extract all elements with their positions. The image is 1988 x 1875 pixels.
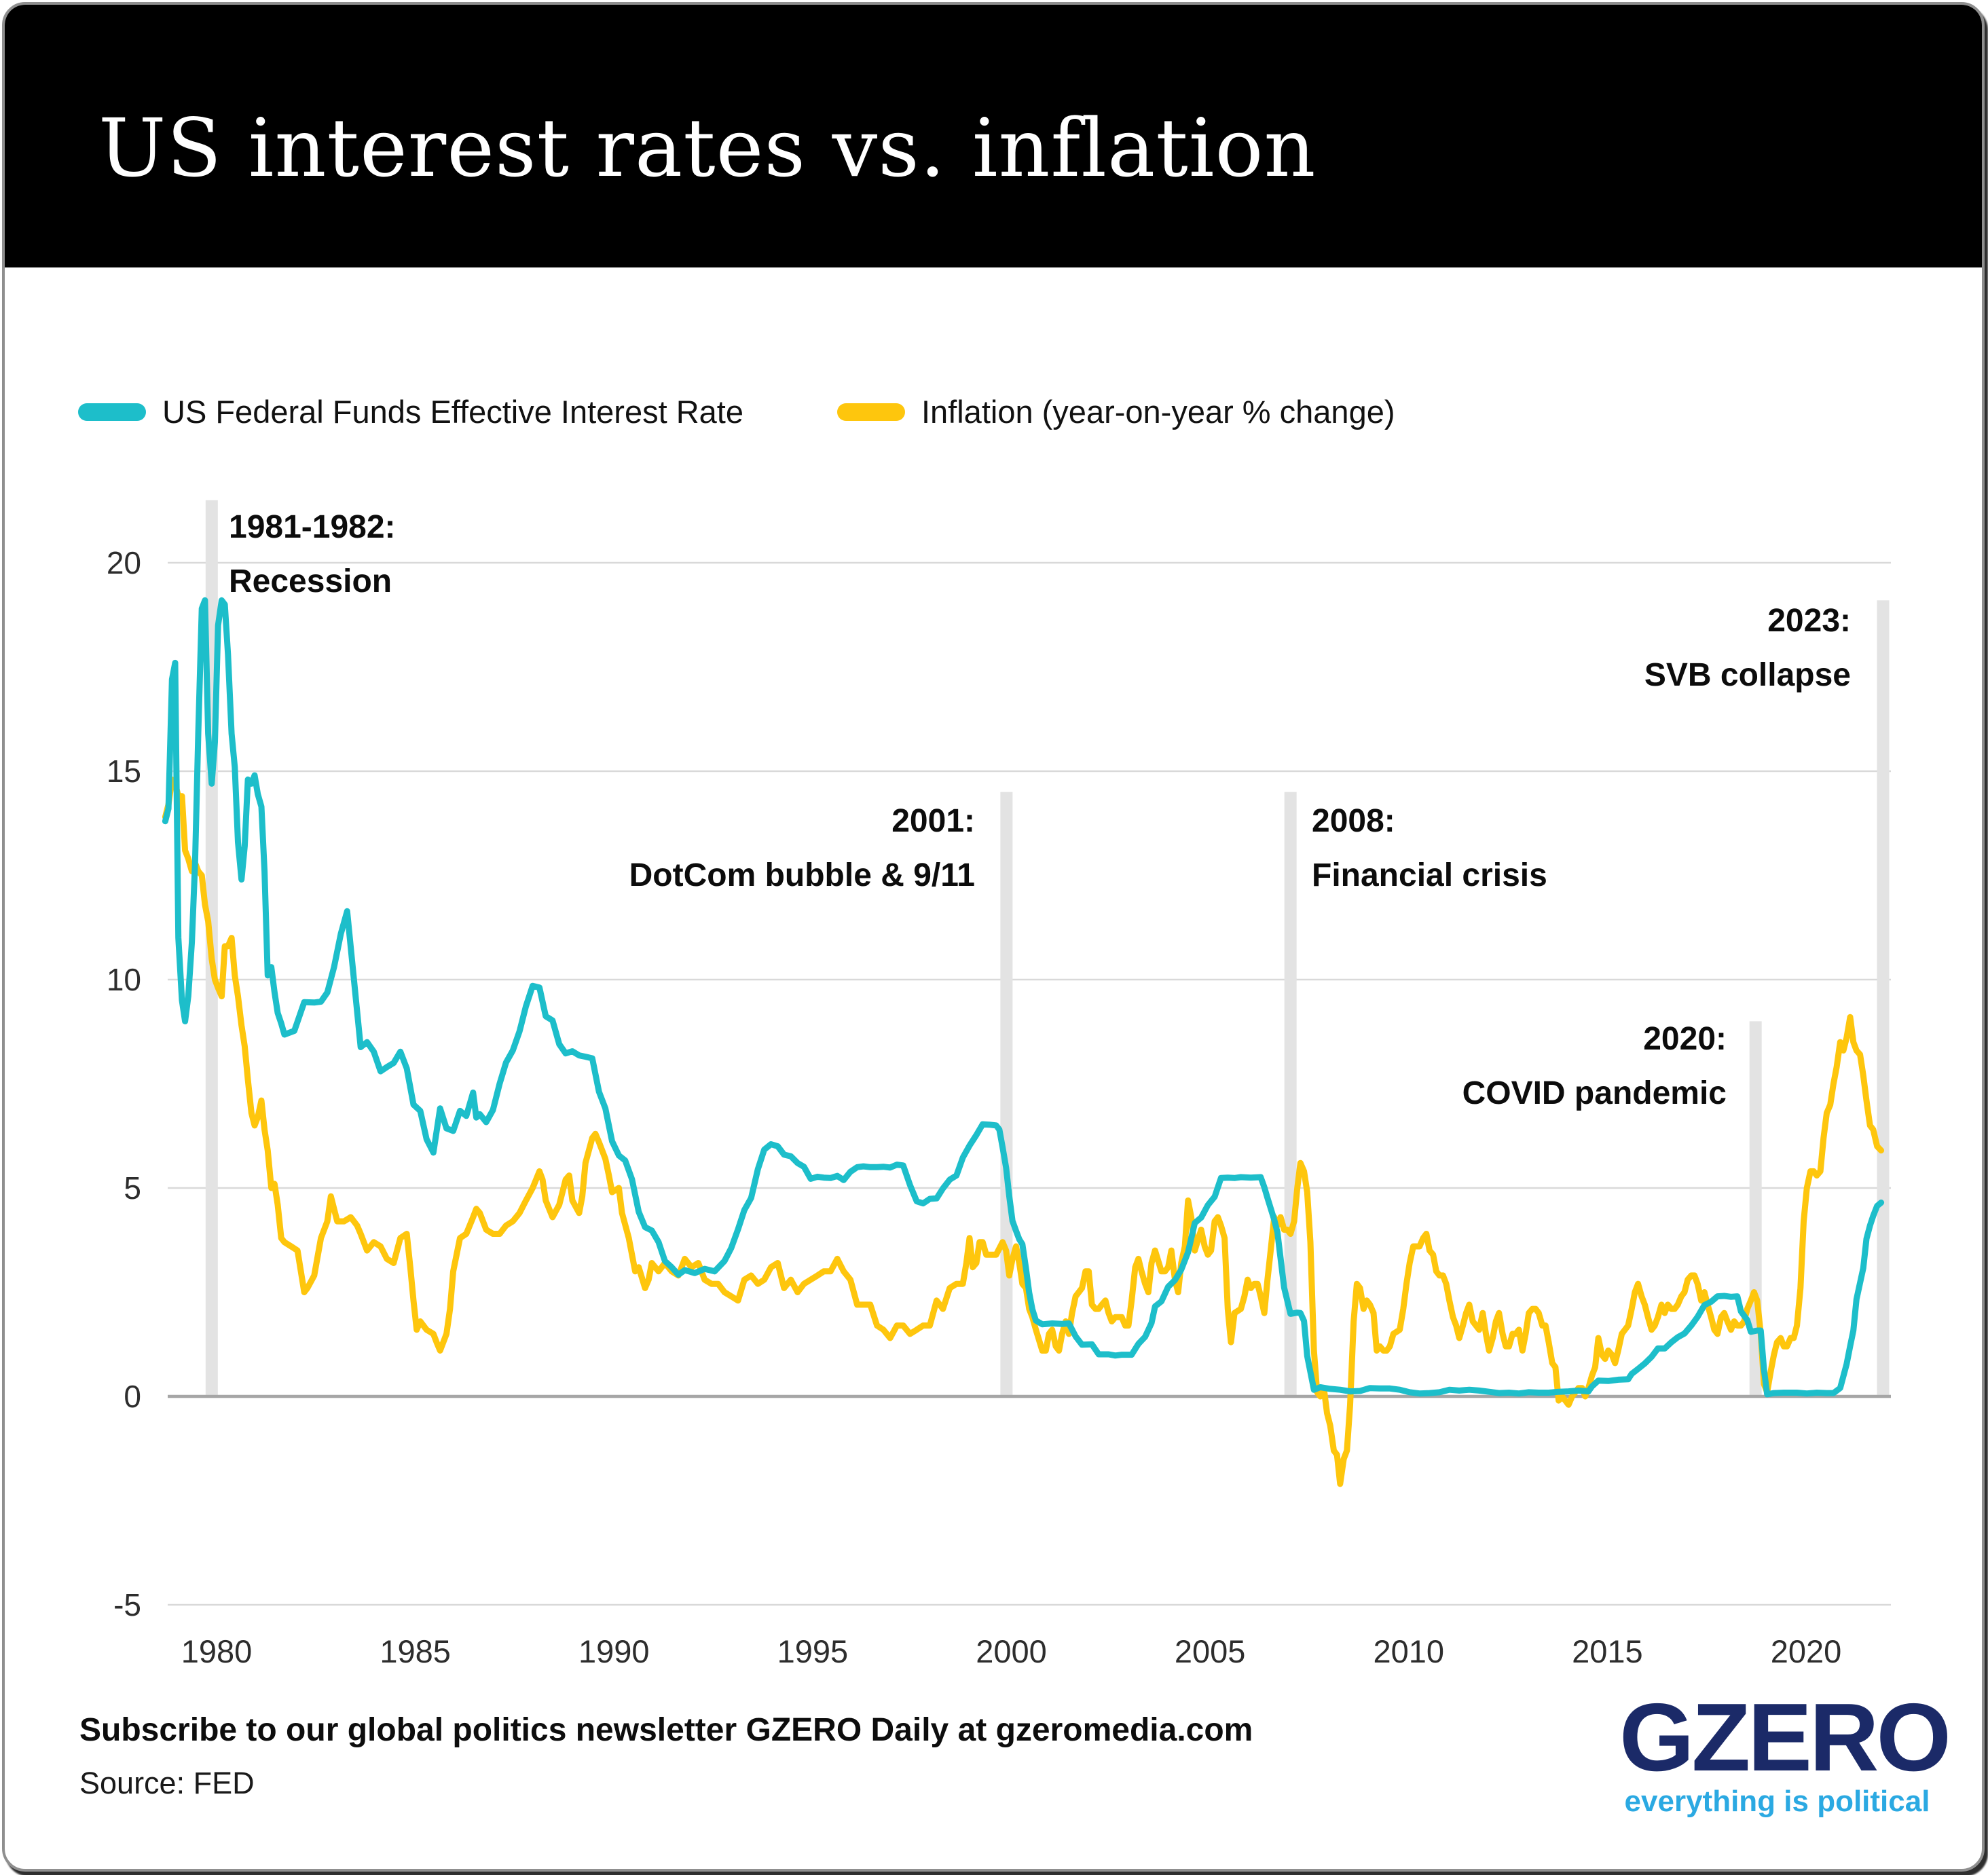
- x-tick-label-2000: 2000: [976, 1633, 1047, 1669]
- annotation-line: 2023:: [1767, 603, 1851, 639]
- annotation-line: SVB collapse: [1644, 657, 1851, 693]
- y-tick-label-20: 20: [106, 545, 141, 580]
- annotation-financial-2008: 2008: Financial crisis: [1312, 794, 1547, 903]
- y-tick-label-15: 15: [106, 754, 141, 789]
- gridlines: [168, 561, 1891, 1606]
- annotation-line: 2020:: [1643, 1021, 1727, 1057]
- event-bar-dotcom: [1000, 792, 1013, 1396]
- chart-title: US interest rates vs. inflation: [98, 101, 1317, 195]
- gzero-logo-wordmark: GZERO: [1619, 1684, 1951, 1792]
- footer-subscribe-text: Subscribe to our global politics newslet…: [79, 1712, 1253, 1748]
- annotation-line: Financial crisis: [1312, 857, 1547, 893]
- legend: US Federal Funds Effective Interest Rate…: [78, 393, 1395, 431]
- x-tick-label-1990: 1990: [578, 1633, 650, 1669]
- annotation-line: Recession: [229, 563, 392, 599]
- event-bar-svb: [1877, 600, 1890, 1396]
- x-tick-label-2015: 2015: [1572, 1633, 1643, 1669]
- y-tick-label-0: 0: [124, 1379, 141, 1414]
- chart-plot: [162, 500, 1891, 1606]
- inflation-line-swatch: [836, 403, 905, 421]
- header: US interest rates vs. inflation: [5, 5, 1982, 267]
- x-tick-label-2005: 2005: [1174, 1633, 1246, 1669]
- legend-label-ffr: US Federal Funds Effective Interest Rate: [162, 394, 743, 430]
- x-tick-label-2010: 2010: [1373, 1633, 1445, 1669]
- legend-label-inflation: Inflation (year-on-year % change): [921, 394, 1395, 430]
- ffr-line-swatch: [78, 403, 146, 421]
- series-lines: [162, 597, 1885, 1487]
- annotation-recession-1981: 1981-1982: Recession: [229, 500, 396, 609]
- legend-item-inflation: Inflation (year-on-year % change): [836, 393, 1395, 431]
- annotation-covid-2020: 2020: COVID pandemic: [1462, 1012, 1727, 1121]
- annotation-line: DotCom bubble & 9/11: [629, 857, 975, 893]
- x-tick-label-1980: 1980: [181, 1633, 253, 1669]
- annotation-line: 2008:: [1312, 803, 1395, 839]
- gzero-logo-tagline: everything is political: [1624, 1785, 1930, 1818]
- x-tick-label-1995: 1995: [777, 1633, 849, 1669]
- y-tick-label-5: 5: [124, 1170, 141, 1206]
- ffr-line: [162, 597, 1885, 1398]
- footer-source-text: Source: FED: [79, 1766, 255, 1800]
- legend-item-ffr: US Federal Funds Effective Interest Rate: [78, 393, 743, 431]
- annotation-line: 1981-1982:: [229, 509, 396, 545]
- y-tick-label--5: -5: [113, 1587, 141, 1622]
- annotation-svb-2023: 2023: SVB collapse: [1644, 594, 1851, 703]
- x-tick-label-1985: 1985: [380, 1633, 451, 1669]
- y-tick-label-10: 10: [106, 962, 141, 997]
- annotation-line: COVID pandemic: [1462, 1075, 1727, 1111]
- annotation-line: 2001:: [891, 803, 975, 839]
- x-tick-label-2020: 2020: [1770, 1633, 1842, 1669]
- gzero-logo: GZERO everything is political: [1619, 1684, 1951, 1819]
- event-bar-financial: [1284, 792, 1297, 1396]
- annotation-dotcom-2001: 2001: DotCom bubble & 9/11: [629, 794, 975, 903]
